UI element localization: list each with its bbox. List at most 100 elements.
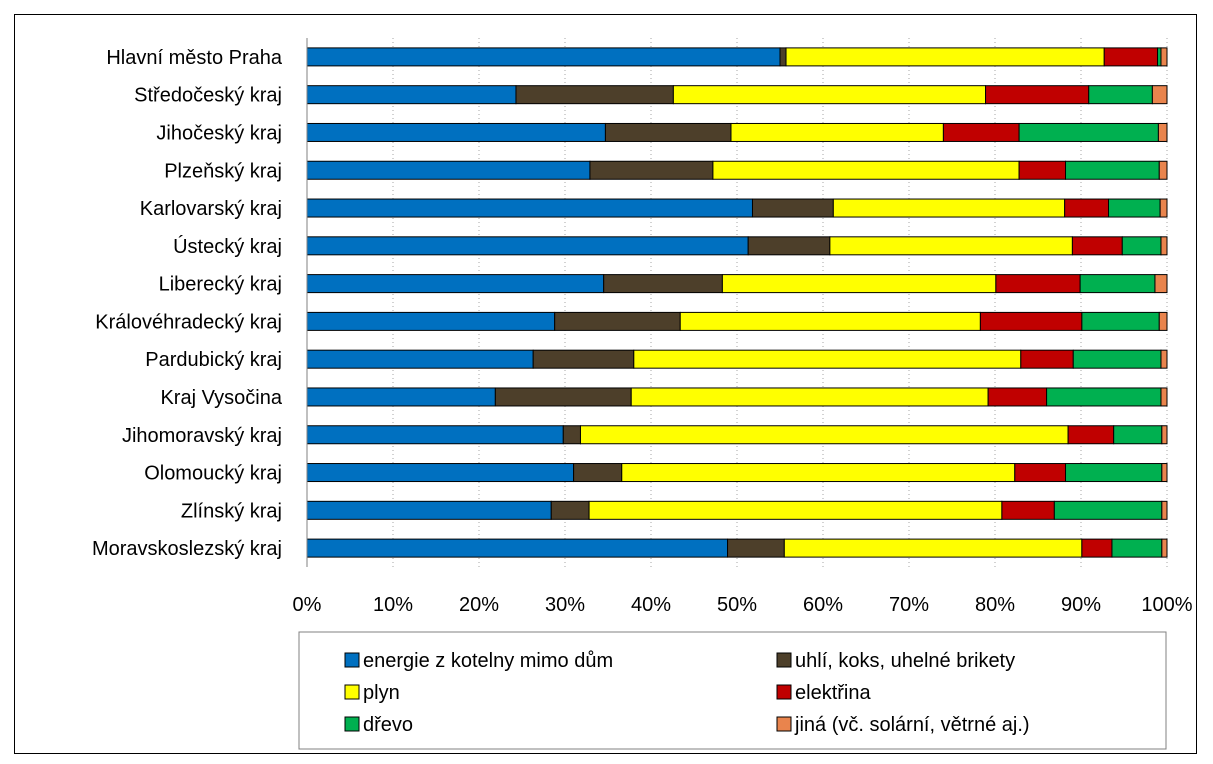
bar-segment — [589, 160, 714, 180]
bar-segment — [1103, 47, 1159, 67]
bar-segment — [1161, 425, 1168, 445]
bar-segment — [1065, 463, 1163, 483]
legend-swatch — [776, 684, 792, 700]
bar-segment — [1154, 274, 1168, 294]
bar-segment — [979, 311, 1083, 331]
gridlines — [392, 38, 1168, 567]
legend-label: plyn — [363, 682, 400, 704]
x-tick-label: 100% — [1141, 594, 1192, 616]
bars — [306, 47, 1168, 558]
bar-segment — [942, 122, 1020, 142]
legend-swatch — [344, 684, 360, 700]
bar-segment — [1046, 387, 1162, 407]
category-label: Středočeský kraj — [134, 85, 282, 107]
bar-segment — [532, 349, 635, 369]
bar-segment — [1161, 463, 1168, 483]
legend-label: energie z kotelny mimo dům — [363, 650, 613, 672]
bar-segment — [1014, 463, 1067, 483]
x-tick-label: 20% — [459, 594, 499, 616]
bar-segment — [515, 85, 674, 105]
bar-segment — [751, 198, 834, 218]
x-tick-label: 40% — [631, 594, 671, 616]
bar-segment — [995, 274, 1081, 294]
bar-segment — [1160, 47, 1168, 67]
bar-segment — [621, 463, 1016, 483]
legend-label: elektřina — [795, 682, 871, 704]
bar-segment — [1079, 274, 1156, 294]
bar-segment — [1001, 500, 1055, 520]
bar-segment — [1151, 85, 1168, 105]
bar-segment — [1053, 500, 1163, 520]
category-label: Zlínský kraj — [181, 500, 282, 522]
bar-segment — [1018, 160, 1067, 180]
bar-segment — [554, 311, 681, 331]
bar-segment — [712, 160, 1020, 180]
bar-segment — [1064, 198, 1110, 218]
bar-segment — [306, 425, 564, 445]
bar-segment — [579, 425, 1069, 445]
bar-segment — [562, 425, 581, 445]
bar-segment — [1071, 236, 1123, 256]
bar-segment — [306, 311, 556, 331]
bar-segment — [306, 160, 591, 180]
x-tick-label: 0% — [293, 594, 322, 616]
bar-segment — [1081, 311, 1160, 331]
bar-segment — [730, 122, 944, 142]
category-label: Plzeňský kraj — [164, 160, 282, 182]
legend-label: uhlí, koks, uhelné brikety — [795, 650, 1015, 672]
x-tick-label: 10% — [373, 594, 413, 616]
legend-label: jiná (vč. solární, větrné aj.) — [794, 714, 1030, 736]
category-label: Liberecký kraj — [159, 274, 282, 296]
bar-segment — [1121, 236, 1162, 256]
bar-segment — [985, 85, 1090, 105]
bar-segment — [604, 122, 732, 142]
x-tick-label: 90% — [1061, 594, 1101, 616]
bar-segment — [1065, 160, 1160, 180]
bar-segment — [785, 47, 1105, 67]
bar-segment — [1161, 538, 1168, 558]
category-label: Královéhradecký kraj — [95, 311, 282, 333]
x-tick-label: 70% — [889, 594, 929, 616]
bar-segment — [1160, 349, 1168, 369]
bar-segment — [1161, 500, 1168, 520]
category-label: Jihomoravský kraj — [122, 425, 282, 447]
bar-segment — [306, 387, 496, 407]
x-tick-label: 60% — [803, 594, 843, 616]
bar-segment — [1081, 538, 1113, 558]
legend-label: dřevo — [363, 714, 413, 736]
category-label: Hlavní město Praha — [106, 47, 283, 69]
bar-segment — [306, 47, 781, 67]
bar-segment — [679, 311, 981, 331]
bar-segment — [1158, 160, 1168, 180]
category-labels: Hlavní město Praha Středočeský kraj Jihoče… — [92, 47, 283, 560]
bar-segment — [1159, 198, 1168, 218]
bar-segment — [306, 349, 534, 369]
category-label: Karlovarský kraj — [140, 198, 282, 220]
bar-segment — [306, 85, 517, 105]
legend-swatch — [344, 716, 360, 732]
bar-segment — [1020, 349, 1074, 369]
bar-segment — [306, 198, 753, 218]
bar-segment — [494, 387, 632, 407]
category-label: Olomoucký kraj — [144, 463, 282, 485]
legend-swatch — [776, 716, 792, 732]
bar-segment — [832, 198, 1066, 218]
bar-segment — [573, 463, 623, 483]
bar-segment — [1160, 387, 1168, 407]
bar-segment — [1111, 538, 1163, 558]
bar-segment — [306, 274, 605, 294]
bar-segment — [306, 122, 606, 142]
x-tick-label: 80% — [975, 594, 1015, 616]
bar-segment — [1157, 122, 1168, 142]
bar-segment — [783, 538, 1083, 558]
bar-segment — [1072, 349, 1162, 369]
bar-segment — [1160, 236, 1168, 256]
bar-segment — [727, 538, 785, 558]
bar-segment — [1067, 425, 1115, 445]
bar-segment — [1108, 198, 1161, 218]
bar-segment — [306, 236, 749, 256]
category-label: Kraj Vysočina — [160, 387, 282, 409]
bar-segment — [1157, 47, 1162, 67]
x-tick-label: 30% — [545, 594, 585, 616]
x-tick-labels: 0% 10% 20% 30% 40% 50% 60% 70% 80% 90% 100% — [293, 594, 1193, 616]
